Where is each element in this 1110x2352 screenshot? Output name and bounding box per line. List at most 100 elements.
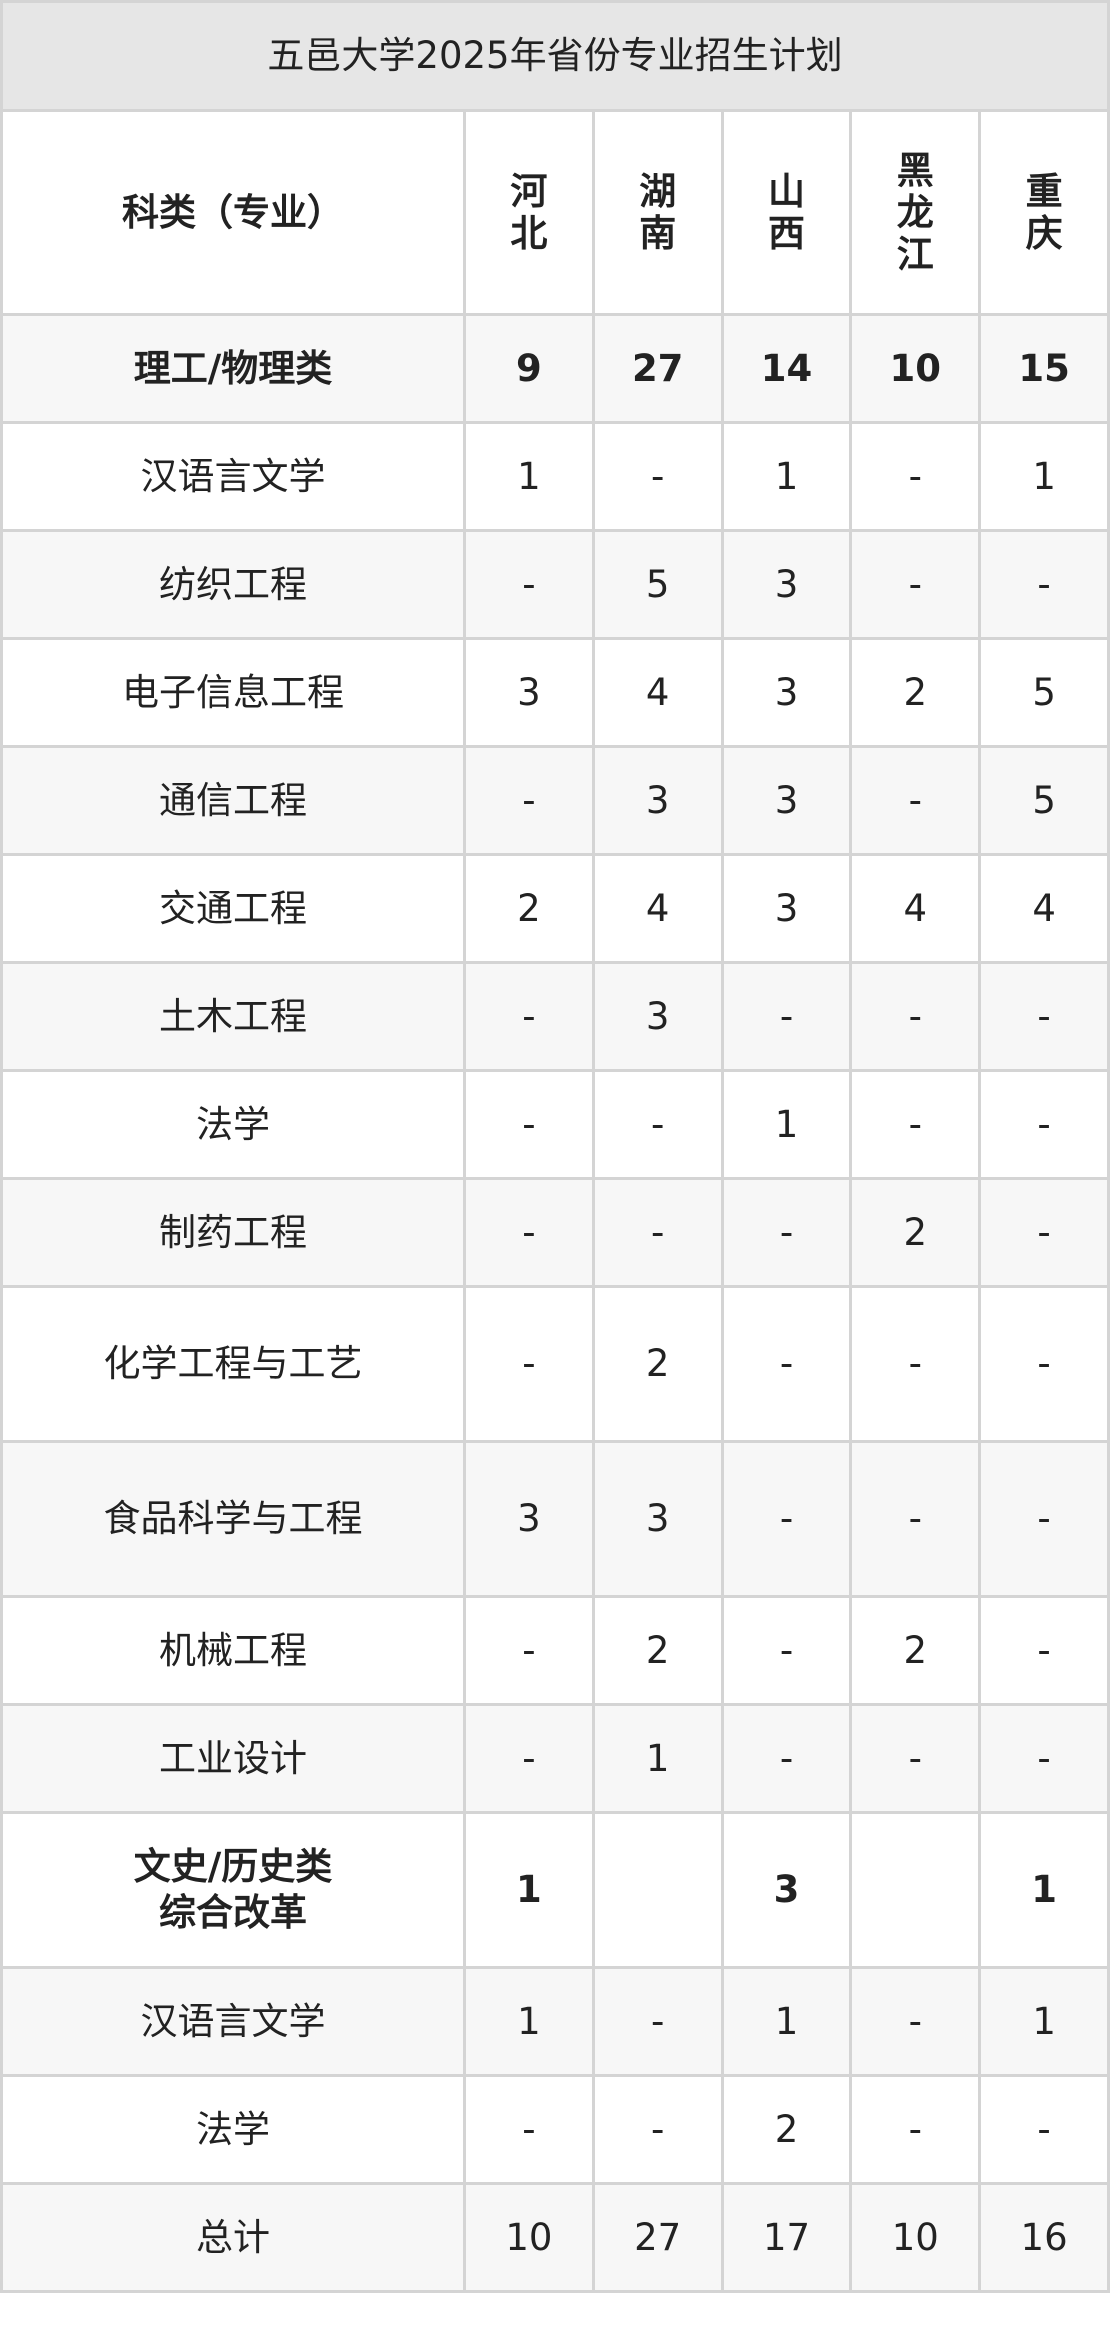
major-name: 交通工程 (159, 886, 307, 930)
province-label: 黑龙江 (896, 148, 934, 276)
quota-cell (591, 1811, 724, 1969)
major-name-cell: 汉语言文学 (0, 421, 466, 532)
quota-cell: - (591, 1177, 724, 1288)
table-title: 五邑大学2025年省份专业招生计划 (0, 0, 1110, 112)
quota-cell: - (978, 529, 1110, 640)
quota-cell: - (849, 421, 982, 532)
major-name-cell: 食品科学与工程 (0, 1440, 466, 1598)
header-province: 湖南 (591, 109, 724, 316)
major-name-cell: 交通工程 (0, 853, 466, 964)
quota-cell: - (463, 1069, 595, 1180)
quota-cell: - (849, 1440, 982, 1598)
quota-cell: 3 (591, 1440, 724, 1598)
table-row: 通信工程 -3 3-5 (0, 745, 1110, 856)
quota-cell: - (978, 1595, 1110, 1706)
major-name-cell: 总计 (0, 2182, 466, 2293)
quota-cell: 2 (849, 1177, 982, 1288)
quota-cell: - (849, 1703, 982, 1814)
quota-cell: - (849, 961, 982, 1072)
major-name: 总计 (196, 2215, 270, 2259)
table-row: 纺织工程 -5 3- - (0, 529, 1110, 640)
quota-cell: 27 (591, 313, 724, 424)
quota-cell: 2 (849, 637, 982, 748)
table-row: 化学工程与工艺 -2- - - (0, 1285, 1110, 1443)
quota-cell: 3 (463, 637, 595, 748)
major-name-cell: 化学工程与工艺 (0, 1285, 466, 1443)
quota-cell: - (463, 1285, 595, 1443)
quota-cell: - (978, 1177, 1110, 1288)
quota-cell: - (978, 1703, 1110, 1814)
province-label: 湖南 (639, 169, 677, 255)
quota-cell: - (463, 1595, 595, 1706)
category-row: 理工/物理类 9 27 14 10 15 (0, 313, 1110, 424)
major-name-cell: 电子信息工程 (0, 637, 466, 748)
quota-cell: - (591, 421, 724, 532)
quota-cell: 10 (849, 313, 982, 424)
header-category: 科类（专业） (0, 109, 466, 316)
major-name: 食品科学与工程 (103, 1497, 363, 1540)
quota-cell: - (463, 961, 595, 1072)
quota-cell: 9 (463, 313, 595, 424)
quota-cell: 15 (978, 313, 1110, 424)
quota-cell: 1 (978, 1966, 1110, 2077)
quota-cell: 3 (591, 961, 724, 1072)
quota-cell: - (978, 1285, 1110, 1443)
quota-cell: 1 (591, 1703, 724, 1814)
table-row: 汉语言文学 1-1-1 (0, 1966, 1110, 2077)
major-name: 理工/物理类 (133, 346, 333, 390)
quota-cell: 1 (720, 1966, 853, 2077)
quota-cell: 1 (463, 1966, 595, 2077)
major-name: 通信工程 (159, 778, 307, 822)
major-name-cell: 制药工程 (0, 1177, 466, 1288)
quota-cell: - (463, 745, 595, 856)
quota-cell: 2 (591, 1595, 724, 1706)
major-name: 化学工程与工艺 (103, 1342, 363, 1385)
quota-cell: 5 (591, 529, 724, 640)
quota-cell: 27 (591, 2182, 724, 2293)
quota-cell: 1 (720, 1069, 853, 1180)
quota-cell: - (720, 1703, 853, 1814)
quota-cell: - (978, 961, 1110, 1072)
quota-cell: 1 (463, 421, 595, 532)
quota-cell: 1 (463, 1811, 595, 1969)
province-label: 重庆 (1025, 169, 1063, 255)
quota-cell (849, 1811, 982, 1969)
table-row: 工业设计 -1- - - (0, 1703, 1110, 1814)
quota-cell: 1 (978, 1811, 1110, 1969)
quota-cell: 1 (720, 421, 853, 532)
quota-cell: 3 (463, 1440, 595, 1598)
major-name: 电子信息工程 (122, 670, 344, 714)
major-name: 机械工程 (159, 1628, 307, 1672)
quota-cell: - (849, 1966, 982, 2077)
quota-cell: - (849, 2074, 982, 2185)
major-name: 土木工程 (159, 994, 307, 1038)
table-row: 土木工程 -3- - - (0, 961, 1110, 1072)
enrollment-plan-table: 五邑大学2025年省份专业招生计划 科类（专业） 河北 湖南 山西 黑龙江 重庆… (0, 0, 1110, 2293)
major-name-cell: 通信工程 (0, 745, 466, 856)
quota-cell: 10 (849, 2182, 982, 2293)
quota-cell: 3 (720, 529, 853, 640)
major-name: 文史/历史类 综合改革 (133, 1845, 333, 1934)
quota-cell: 16 (978, 2182, 1110, 2293)
header-province: 山西 (720, 109, 853, 316)
major-name: 汉语言文学 (140, 454, 326, 498)
major-name-cell: 土木工程 (0, 961, 466, 1072)
header-province: 黑龙江 (849, 109, 982, 316)
quota-cell: - (720, 1595, 853, 1706)
major-name-cell: 工业设计 (0, 1703, 466, 1814)
major-name: 工业设计 (159, 1736, 307, 1780)
quota-cell: - (849, 1069, 982, 1180)
major-name: 法学 (196, 1102, 270, 1146)
quota-cell: 3 (720, 745, 853, 856)
table-row: 电子信息工程 3 4 3 2 5 (0, 637, 1110, 748)
table-row: 汉语言文学 1-1-1 (0, 421, 1110, 532)
major-name: 法学 (196, 2107, 270, 2151)
quota-cell: - (591, 1069, 724, 1180)
header-province: 重庆 (978, 109, 1110, 316)
major-name-cell: 纺织工程 (0, 529, 466, 640)
table-row: 机械工程 -2-2- (0, 1595, 1110, 1706)
quota-cell: 1 (978, 421, 1110, 532)
table-row: 制药工程 - - -2- (0, 1177, 1110, 1288)
quota-cell: - (978, 1440, 1110, 1598)
quota-cell: - (463, 1177, 595, 1288)
